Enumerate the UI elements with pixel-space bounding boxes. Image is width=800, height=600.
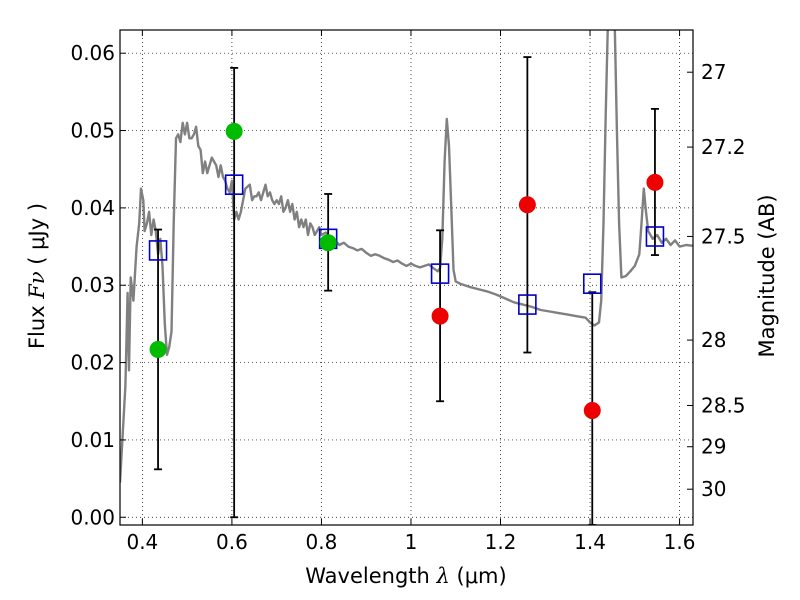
spectrum-line	[120, 30, 693, 483]
model-square-marker	[582, 273, 602, 294]
low-signal-point	[518, 196, 536, 214]
y2-tick-label: 27	[701, 60, 726, 84]
low-signal-point	[583, 402, 601, 420]
x-tick-label: 1.6	[664, 530, 696, 554]
data-markers	[148, 122, 665, 420]
model-square-marker	[518, 294, 537, 315]
model-square-marker	[645, 226, 665, 247]
model-square-marker	[148, 240, 168, 261]
low-signal-point	[646, 173, 664, 191]
y-axis-label: Flux Fν ( μJy )	[25, 203, 49, 349]
y2-tick-label: 29	[701, 435, 726, 459]
x-tick-label: 0.8	[306, 530, 338, 554]
y-tick-label: 0.01	[70, 428, 115, 452]
detection-point	[225, 122, 243, 140]
y2-tick-label: 27.2	[701, 135, 746, 159]
model-spectrum	[120, 30, 693, 483]
grid	[120, 30, 693, 525]
detection-point	[149, 340, 167, 358]
detection-point	[319, 234, 337, 252]
y-tick-label: 0.04	[70, 196, 115, 220]
y2-tick-label: 28	[701, 328, 726, 352]
low-signal-point	[431, 307, 449, 325]
model-square-marker	[430, 263, 450, 284]
y2-tick-label: 30	[701, 477, 726, 501]
y-tick-label: 0.06	[70, 41, 115, 65]
model-square-marker	[224, 174, 244, 195]
y-tick-label: 0.00	[70, 505, 115, 529]
x-tick-label: 1	[405, 530, 418, 554]
x-tick-label: 0.4	[126, 530, 158, 554]
x-axis-label: Wavelength λ (μm)	[305, 564, 506, 588]
y2-tick-label: 28.5	[701, 393, 746, 417]
y2-axis-label: Magnitude (AB)	[755, 194, 779, 357]
y-tick-label: 0.03	[70, 273, 115, 297]
axis-ticks: 0.4 0.6 0.8 1 1.2 1.4 1.6 0.00 0.01 0.02 0.03 0.04 0…	[70, 30, 746, 554]
plot-frame	[119, 29, 694, 526]
y-tick-label: 0.05	[70, 119, 115, 143]
x-tick-label: 1.4	[574, 530, 606, 554]
y-tick-label: 0.02	[70, 351, 115, 375]
y2-tick-label: 27.5	[701, 224, 746, 248]
x-tick-label: 1.2	[485, 530, 517, 554]
x-tick-label: 0.6	[216, 530, 248, 554]
